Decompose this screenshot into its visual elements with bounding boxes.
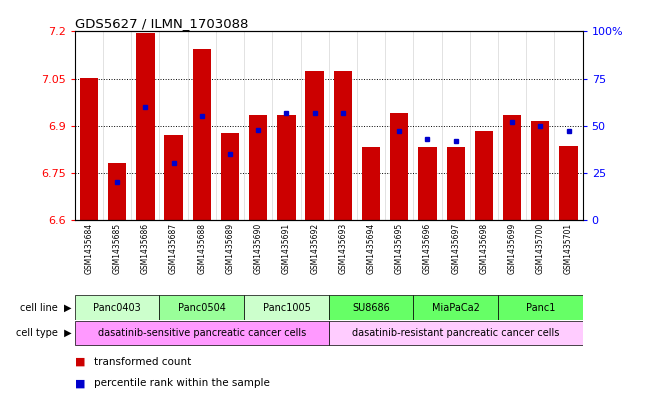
Text: Panc1005: Panc1005 xyxy=(262,303,311,312)
Text: transformed count: transformed count xyxy=(94,356,191,367)
Bar xyxy=(498,295,583,320)
Bar xyxy=(447,147,465,220)
Bar xyxy=(277,115,296,220)
Bar xyxy=(329,321,583,345)
Bar xyxy=(413,295,498,320)
Text: GDS5627 / ILMN_1703088: GDS5627 / ILMN_1703088 xyxy=(75,17,248,30)
Text: Panc0504: Panc0504 xyxy=(178,303,226,312)
Text: dasatinib-resistant pancreatic cancer cells: dasatinib-resistant pancreatic cancer ce… xyxy=(352,328,559,338)
Bar xyxy=(159,295,244,320)
Text: cell line  ▶: cell line ▶ xyxy=(20,303,72,312)
Text: percentile rank within the sample: percentile rank within the sample xyxy=(94,378,270,388)
Bar xyxy=(108,163,126,220)
Bar xyxy=(244,295,329,320)
Text: cell type  ▶: cell type ▶ xyxy=(16,328,72,338)
Bar xyxy=(249,115,268,220)
Bar xyxy=(362,147,380,220)
Bar xyxy=(329,295,413,320)
Text: Panc0403: Panc0403 xyxy=(93,303,141,312)
Bar xyxy=(334,72,352,220)
Bar xyxy=(475,131,493,220)
Text: ■: ■ xyxy=(75,378,85,388)
Bar xyxy=(136,33,154,220)
Text: SU8686: SU8686 xyxy=(352,303,390,312)
Bar xyxy=(193,49,211,220)
Bar xyxy=(531,121,549,220)
Text: Panc1: Panc1 xyxy=(525,303,555,312)
Bar xyxy=(75,295,159,320)
Bar xyxy=(165,134,183,220)
Bar xyxy=(305,72,324,220)
Bar xyxy=(221,133,239,220)
Bar xyxy=(75,321,329,345)
Text: dasatinib-sensitive pancreatic cancer cells: dasatinib-sensitive pancreatic cancer ce… xyxy=(98,328,306,338)
Bar xyxy=(503,115,521,220)
Bar xyxy=(419,147,437,220)
Bar xyxy=(80,78,98,220)
Bar xyxy=(390,112,408,220)
Bar xyxy=(559,146,577,220)
Text: MiaPaCa2: MiaPaCa2 xyxy=(432,303,480,312)
Text: ■: ■ xyxy=(75,356,85,367)
